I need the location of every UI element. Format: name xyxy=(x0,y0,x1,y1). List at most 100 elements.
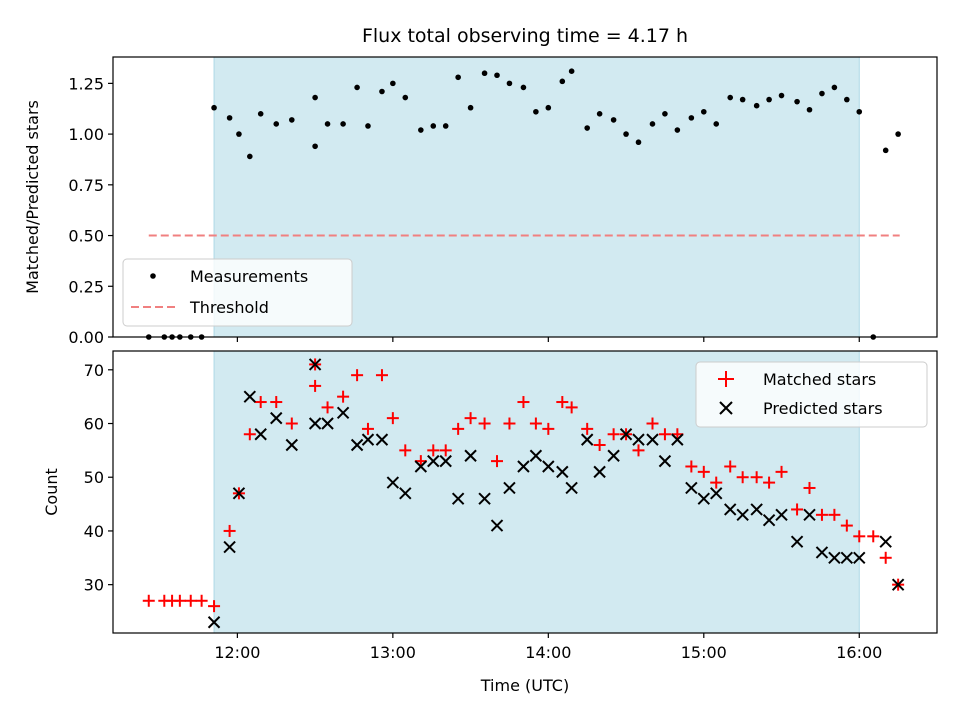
matched-star-point xyxy=(763,476,776,489)
y-tick-label: 30 xyxy=(84,576,104,595)
measurement-point xyxy=(312,94,318,101)
matched-legend-marker xyxy=(718,371,734,387)
measurement-point xyxy=(545,104,552,111)
measurement-point xyxy=(727,94,734,101)
measurement-point xyxy=(895,131,901,137)
y-tick-label: 50 xyxy=(84,468,104,487)
measurement-point xyxy=(856,108,863,115)
matched-legend-label: Matched stars xyxy=(763,370,876,389)
predicted-star-point xyxy=(697,492,710,505)
matched-star-point xyxy=(607,428,620,441)
matched-star-point xyxy=(243,428,256,441)
matched-star-point xyxy=(399,444,412,457)
predicted-star-point xyxy=(607,449,620,462)
measurement-point xyxy=(236,131,242,137)
matched-star-point xyxy=(223,524,236,537)
predicted-star-point xyxy=(232,487,246,500)
predicted-star-point xyxy=(619,428,633,441)
measurement-point xyxy=(688,115,695,121)
predicted-star-point xyxy=(853,551,866,565)
predicted-star-point xyxy=(414,460,428,473)
predicted-star-point xyxy=(565,481,578,495)
predicted-star-point xyxy=(529,449,543,462)
top-x-ticks xyxy=(236,337,860,342)
measurement-point xyxy=(494,72,500,79)
measurement-point xyxy=(247,153,253,160)
measurement-point xyxy=(713,121,720,127)
bottom-legend-box xyxy=(695,361,928,428)
y-tick-label: 0.75 xyxy=(68,176,104,195)
matched-star-point xyxy=(270,396,283,409)
predicted-star-point xyxy=(285,438,298,452)
matched-star-point xyxy=(195,594,208,607)
predicted-star-point xyxy=(223,540,236,554)
measurement-point xyxy=(520,84,527,91)
predicted-star-point xyxy=(207,616,221,629)
chart-title: Flux total observing time = 4.17 h xyxy=(362,25,688,47)
predicted-star-point xyxy=(517,460,530,473)
predicted-star-point xyxy=(646,433,659,446)
predicted-star-point xyxy=(350,438,364,452)
top-axes-frame xyxy=(112,56,938,338)
bottom-y-axis-label: Count xyxy=(42,468,61,516)
measurement-point xyxy=(506,80,513,87)
predicted-star-point xyxy=(490,519,504,532)
predicted-star-point xyxy=(632,433,645,446)
predicted-star-point xyxy=(503,481,516,495)
predicted-star-point xyxy=(451,492,465,505)
matched-star-point xyxy=(542,422,555,435)
predicted-star-point xyxy=(736,508,749,522)
predicted-star-point xyxy=(478,492,491,505)
matched-star-point xyxy=(142,594,155,607)
top-panel: 0.00 0.25 0.50 0.75 1.00 1.25 Matched/Predict… xyxy=(23,56,938,347)
measurement-point xyxy=(226,115,233,121)
predicted-star-point xyxy=(243,390,257,403)
measurement-point xyxy=(806,106,813,113)
measurement-point xyxy=(257,111,264,117)
measurement-point xyxy=(674,127,681,133)
matched-star-point xyxy=(351,369,364,382)
matched-star-point xyxy=(736,471,749,484)
measurement-point xyxy=(778,92,785,99)
bottom-legend: Matched stars Predicted stars xyxy=(695,361,928,428)
matched-star-point xyxy=(840,519,853,532)
predicted-star-point xyxy=(840,551,854,565)
matched-star-point xyxy=(791,503,804,516)
matched-star-point xyxy=(173,594,186,607)
predicted-star-point xyxy=(556,465,569,479)
y-tick-label: 60 xyxy=(84,415,104,434)
measurement-point xyxy=(831,84,838,91)
predicted-stars-points xyxy=(207,358,905,629)
predicted-star-point xyxy=(375,433,389,446)
predicted-legend-label: Predicted stars xyxy=(763,399,883,418)
x-tick-label: 14:00 xyxy=(525,643,571,662)
measurement-point xyxy=(455,74,461,81)
matched-star-point xyxy=(750,471,763,484)
measurement-point xyxy=(662,111,668,117)
predicted-star-point xyxy=(775,508,788,522)
matched-star-point xyxy=(803,481,816,494)
matched-star-point xyxy=(581,422,594,435)
predicted-star-point xyxy=(321,417,334,430)
matched-star-point xyxy=(724,460,737,473)
matched-star-point xyxy=(361,422,374,435)
matched-star-point xyxy=(208,600,221,613)
matched-star-point xyxy=(464,412,477,425)
predicted-star-point xyxy=(762,513,776,527)
matched-star-point xyxy=(867,530,880,543)
threshold-legend-label: Threshold xyxy=(189,298,269,317)
measurement-point xyxy=(379,88,385,95)
matched-star-point xyxy=(556,396,569,409)
matched-star-point xyxy=(828,508,841,521)
predicted-star-point xyxy=(750,503,763,516)
predicted-star-point xyxy=(427,454,440,468)
matched-star-point xyxy=(427,444,440,457)
measurement-point xyxy=(365,123,371,129)
matched-star-point xyxy=(517,396,530,409)
measurement-point xyxy=(288,117,295,123)
matched-star-point xyxy=(710,476,723,489)
measurement-point xyxy=(739,96,746,103)
x-tick-label: 15:00 xyxy=(681,643,727,662)
measurement-point xyxy=(340,121,346,127)
